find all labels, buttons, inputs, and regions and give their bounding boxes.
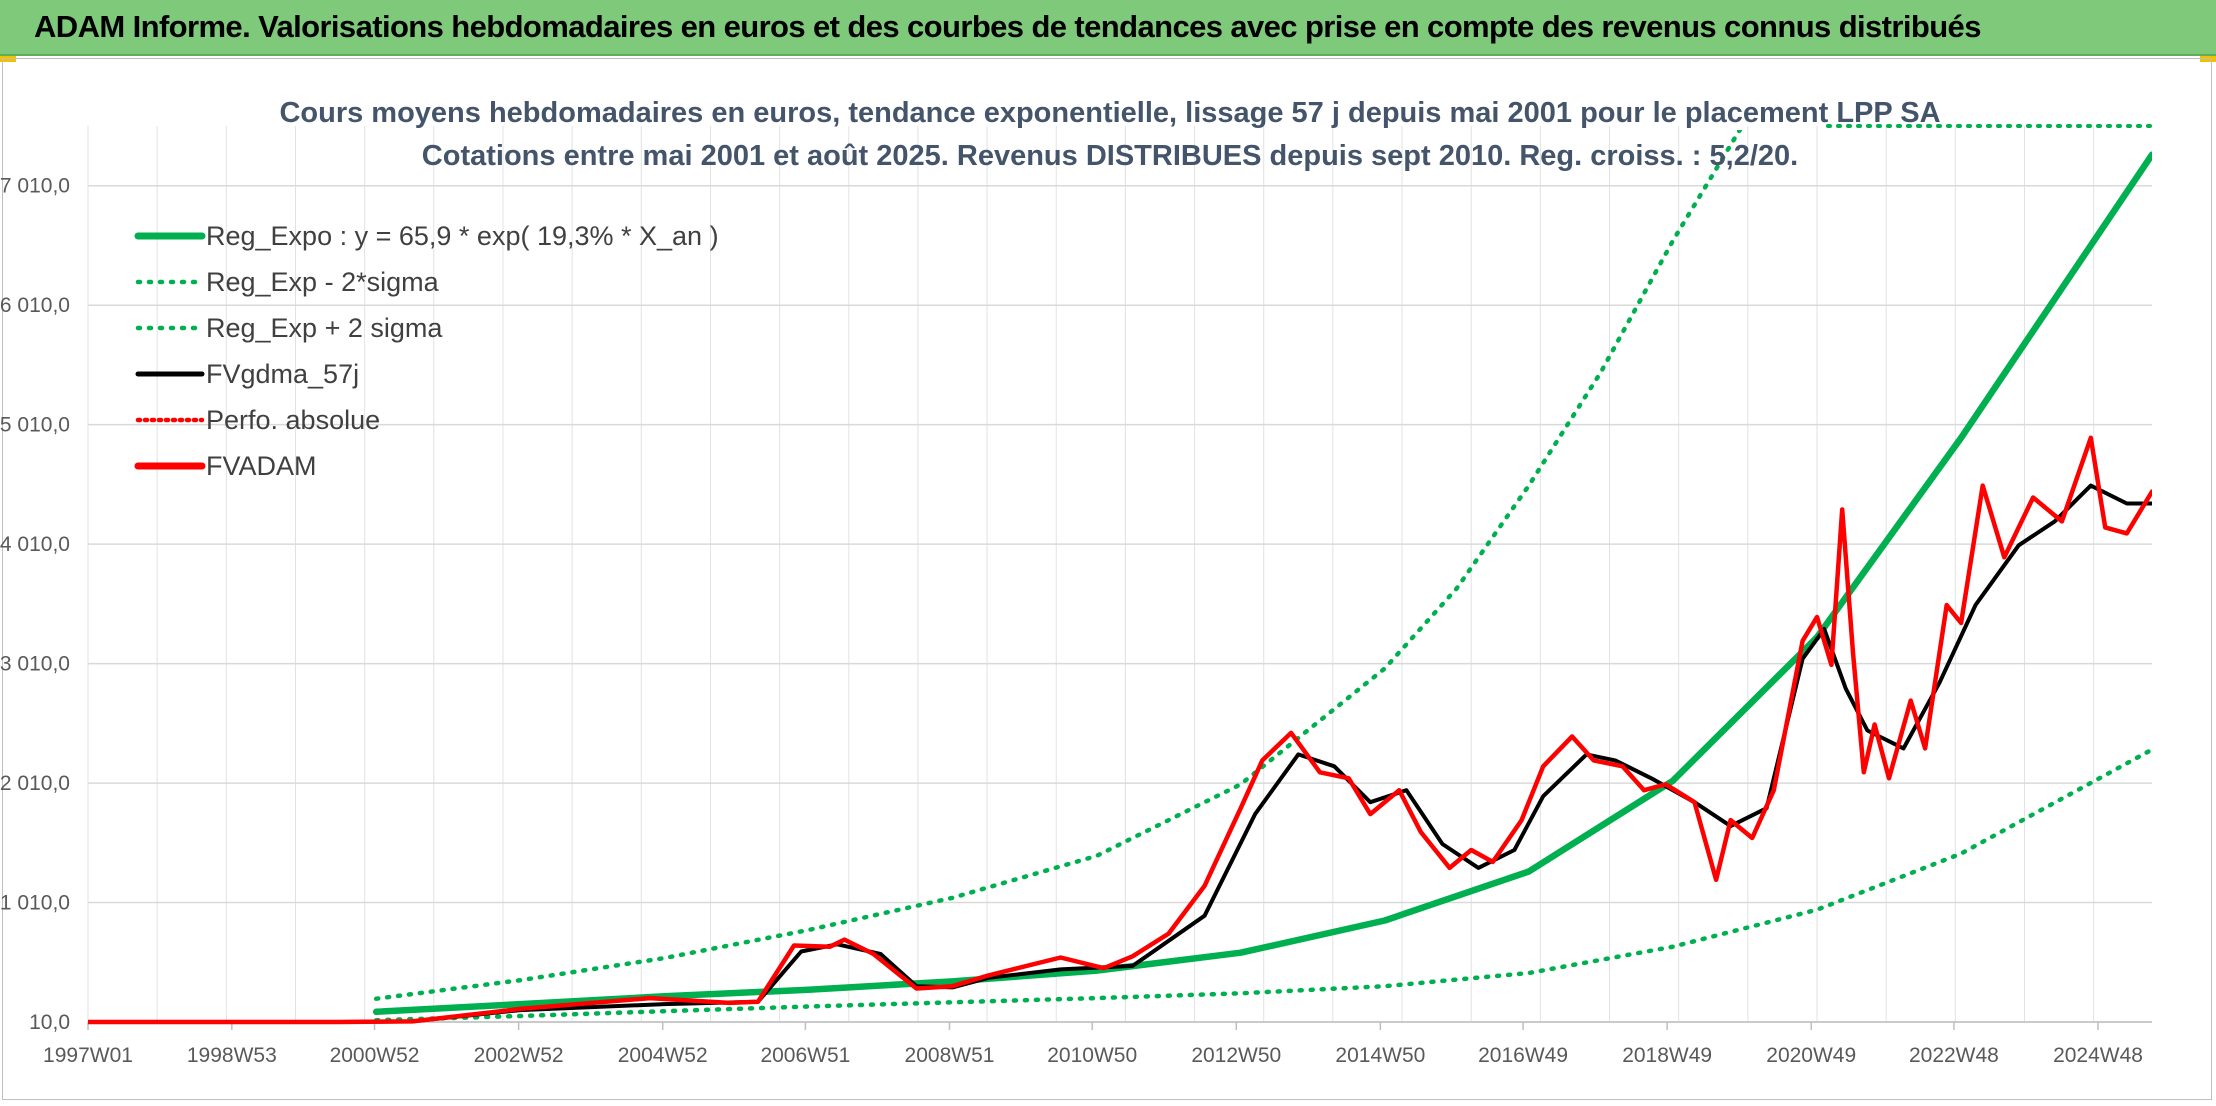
chart-title-line2: Cotations entre mai 2001 et août 2025. R… <box>422 140 1798 172</box>
legend-label: Reg_Expo : y = 65,9 * exp( 19,3% * X_an … <box>206 221 719 251</box>
series-reg-minus-2sigma <box>373 747 2152 1023</box>
x-tick-label: 2002W52 <box>474 1044 564 1067</box>
legend-label: FVADAM <box>206 451 317 481</box>
chart-grid <box>87 126 2152 1023</box>
legend-label: Reg_Exp - 2*sigma <box>206 267 440 297</box>
x-tick-label: 2022W48 <box>1909 1044 1999 1067</box>
y-tick-label: 5 010,0 <box>0 414 70 437</box>
x-tick-label: 2000W52 <box>330 1044 420 1067</box>
x-axis: 1997W01 1998W53 2000W52 2002W52 2004W52 2006W… <box>43 1021 2152 1067</box>
y-tick-label: 1 010,0 <box>0 892 70 915</box>
legend-label: Perfo. absolue <box>206 405 380 435</box>
y-tick-label: 4 010,0 <box>0 533 70 556</box>
x-tick-label: 1998W53 <box>187 1044 277 1067</box>
x-tick-label: 2008W51 <box>905 1044 995 1067</box>
y-tick-label: 10,0 <box>29 1011 70 1034</box>
series-fvadam <box>88 435 2152 1025</box>
x-tick-label: 2014W50 <box>1335 1044 1425 1067</box>
legend-label: FVgdma_57j <box>206 359 359 389</box>
y-axis: 10,0 1 010,0 2 010,0 3 010,0 4 010,0 5 010,0 6… <box>0 175 70 1034</box>
series-lines <box>88 130 2152 1025</box>
series-fvgdma-57j <box>88 483 2152 1024</box>
x-tick-label: 2010W50 <box>1047 1044 1137 1067</box>
y-tick-label: 3 010,0 <box>0 653 70 676</box>
x-tick-label: 1997W01 <box>43 1044 133 1067</box>
report-title: ADAM Informe. Valorisations hebdomadaire… <box>34 9 1981 44</box>
corner-marker-left <box>0 56 16 62</box>
x-tick-label: 2024W48 <box>2053 1044 2143 1067</box>
chart-title-line1: Cours moyens hebdomadaires en euros, ten… <box>279 97 1940 129</box>
y-tick-label: 6 010,0 <box>0 294 70 317</box>
chart-frame <box>2 58 2212 1100</box>
x-tick-label: 2012W50 <box>1191 1044 1281 1067</box>
x-tick-label: 2004W52 <box>618 1044 708 1067</box>
x-tick-label: 2016W49 <box>1478 1044 1568 1067</box>
y-tick-label: 2 010,0 <box>0 772 70 795</box>
chart-legend: Reg_Expo : y = 65,9 * exp( 19,3% * X_an … <box>134 221 719 481</box>
x-tick-label: 2006W51 <box>760 1044 850 1067</box>
report-banner: ADAM Informe. Valorisations hebdomadaire… <box>0 0 2216 56</box>
y-tick-label: 7 010,0 <box>0 175 70 198</box>
legend-label: Reg_Exp + 2 sigma <box>206 313 443 343</box>
corner-marker-right <box>2200 56 2216 62</box>
x-tick-label: 2018W49 <box>1622 1044 1712 1067</box>
x-tick-label: 2020W49 <box>1766 1044 1856 1067</box>
